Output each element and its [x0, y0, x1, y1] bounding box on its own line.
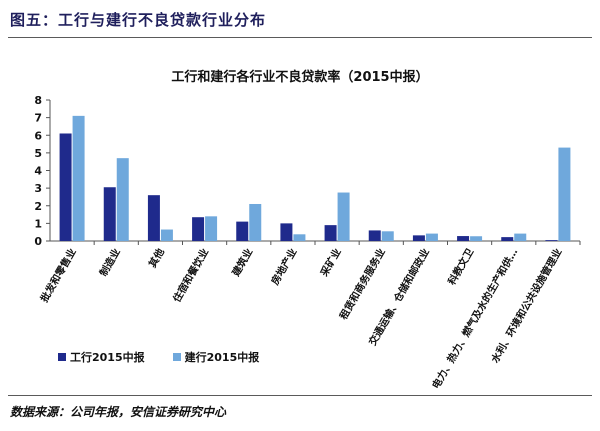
x-tick-label: 租赁和商务服务业 — [337, 246, 388, 322]
x-tick-label: 水利、环境和公共设施管理业 — [488, 246, 565, 366]
bar-ccb — [425, 233, 438, 241]
bar-ccb — [205, 216, 218, 241]
x-tick-label: 科教文卫 — [445, 246, 476, 287]
bar-icbc — [368, 230, 381, 241]
y-tick-label: 2 — [34, 200, 42, 213]
bar-ccb — [514, 233, 527, 241]
x-tick-label: 住宿和餐饮业 — [170, 246, 211, 304]
y-tick-label: 3 — [34, 182, 42, 195]
chart-title: 工行和建行各行业不良贷款率（2015中报） — [171, 70, 429, 85]
legend-label-icbc: 工行2015中报 — [70, 351, 145, 364]
legend-swatch-icbc — [58, 353, 66, 361]
bar-icbc — [501, 237, 514, 241]
legend-label-ccb: 建行2015中报 — [184, 351, 260, 364]
bar-ccb — [116, 158, 129, 241]
x-tick-label: 电力、热力、燃气及水的生产和供… — [429, 246, 520, 391]
y-tick-label: 4 — [34, 165, 42, 178]
bar-icbc — [147, 195, 160, 241]
bar-ccb — [470, 236, 483, 241]
bar-icbc — [412, 235, 425, 241]
bar-ccb — [558, 147, 571, 241]
bar-ccb — [72, 115, 85, 241]
bar-icbc — [192, 217, 205, 241]
bottom-rule — [8, 395, 592, 396]
y-tick-label: 1 — [34, 217, 42, 230]
y-tick-label: 8 — [34, 94, 42, 107]
bar-icbc — [59, 133, 72, 241]
bar-ccb — [249, 203, 262, 241]
x-tick-label: 批发和零售业 — [37, 246, 78, 304]
bar-icbc — [236, 221, 249, 241]
bar-ccb — [337, 192, 350, 241]
y-tick-label: 7 — [34, 112, 42, 125]
figure-title: 图五：工行与建行不良贷款行业分布 — [10, 11, 267, 29]
top-rule — [8, 37, 592, 38]
bar-ccb — [160, 229, 173, 241]
chart-legend: 工行2015中报 建行2015中报 — [58, 349, 259, 365]
y-tick-label: 6 — [34, 129, 42, 142]
y-tick-label: 0 — [34, 235, 42, 248]
x-tick-label: 采矿业 — [317, 246, 344, 279]
bar-icbc — [324, 225, 337, 241]
bar-icbc — [457, 236, 470, 241]
bar-icbc — [103, 187, 116, 241]
legend-swatch-ccb — [172, 353, 181, 361]
bar-icbc — [545, 240, 558, 241]
x-tick-label: 制造业 — [97, 246, 123, 278]
y-tick-label: 5 — [34, 147, 42, 160]
source-note: 数据来源：公司年报，安信证券研究中心 — [10, 405, 227, 419]
x-tick-label: 建筑业 — [229, 246, 256, 279]
x-tick-label: 房地产业 — [268, 246, 299, 287]
x-tick-label: 其他 — [146, 246, 167, 270]
legend-item-icbc: 工行2015中报 — [58, 349, 145, 365]
legend-item-ccb: 建行2015中报 — [172, 349, 260, 365]
bar-icbc — [280, 223, 293, 241]
bar-ccb — [381, 231, 394, 241]
bar-ccb — [293, 234, 306, 241]
